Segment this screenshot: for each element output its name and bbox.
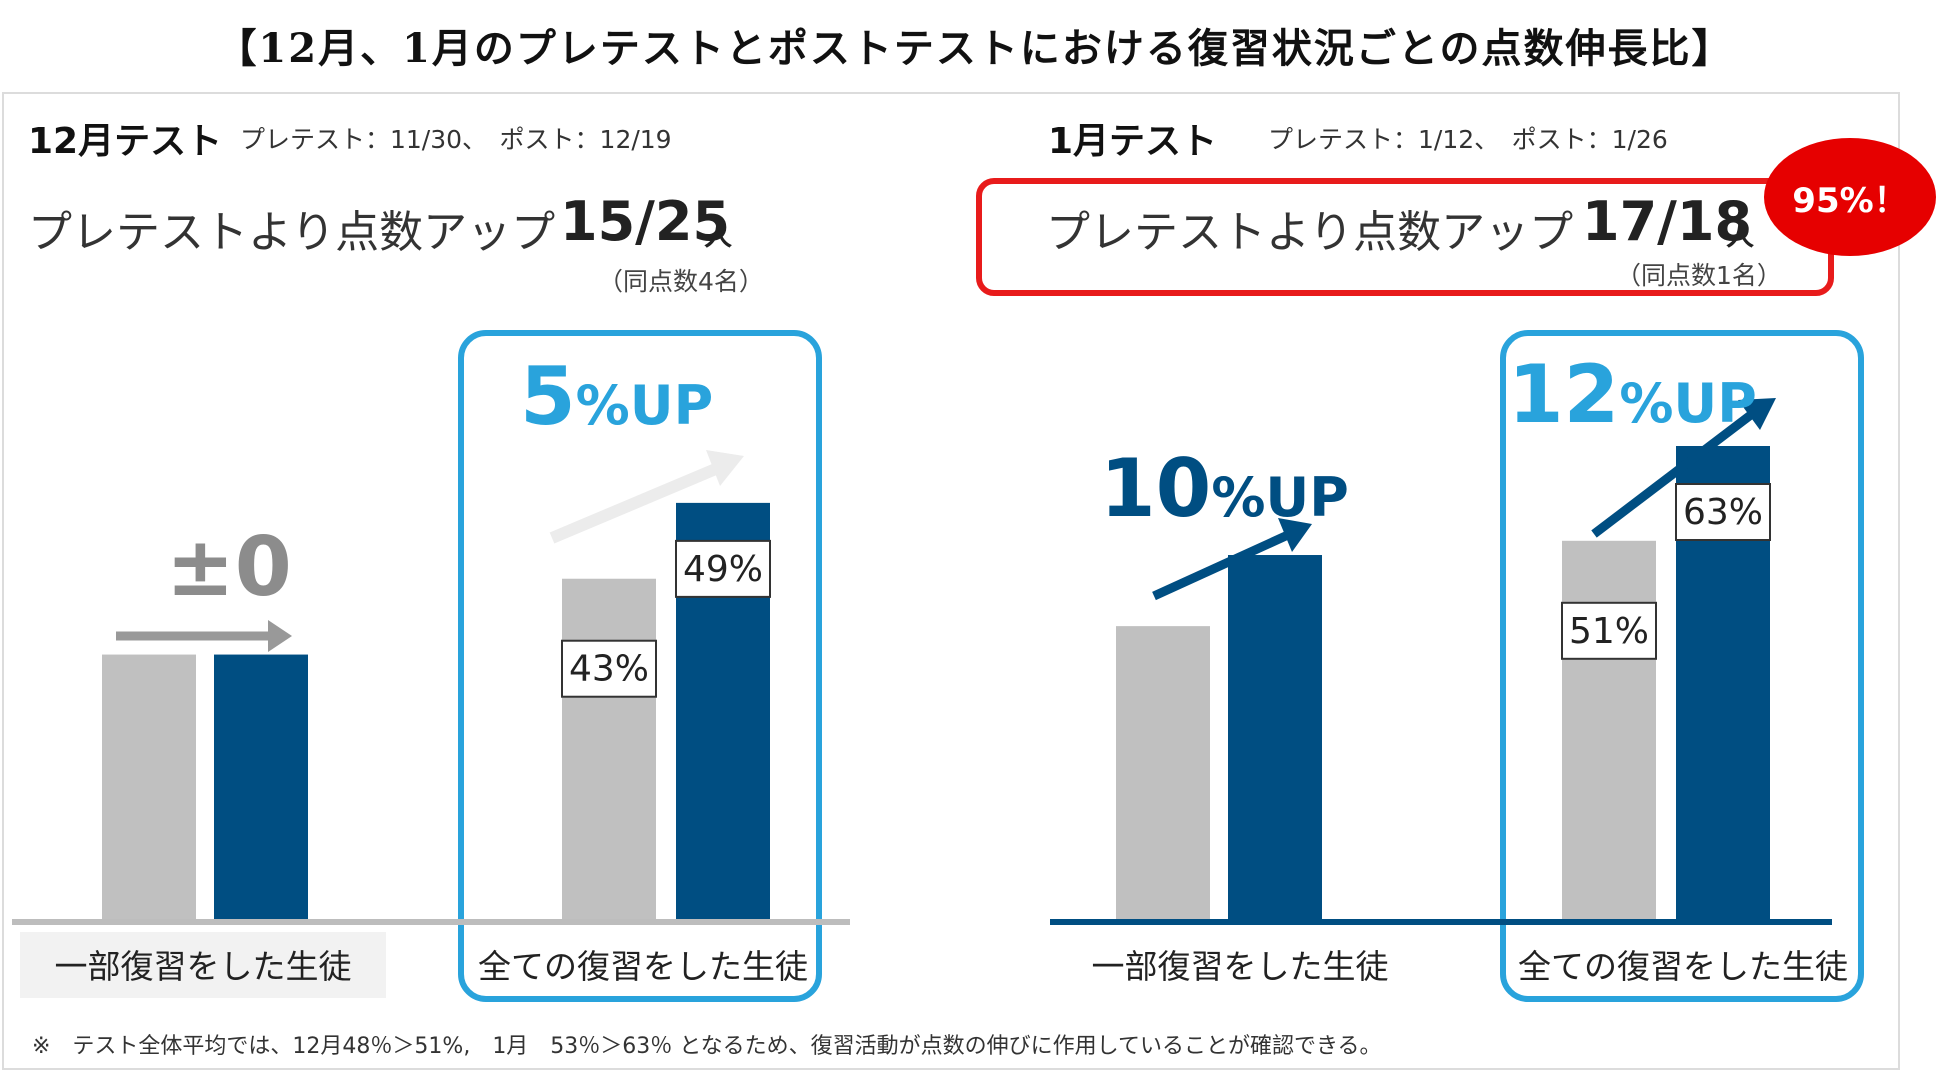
arrow-up-december-all-head (706, 450, 744, 486)
change-label-december-all: 5%UP (520, 350, 713, 443)
improved-unit-january: 人 (1726, 219, 1755, 252)
change-suffix: %UP (575, 374, 714, 437)
change-number: 10 (1100, 442, 1212, 535)
value-label: 51% (1569, 611, 1649, 652)
group-label-shade (20, 932, 386, 998)
change-label-january-all: 12%UP (1508, 348, 1757, 441)
value-label-box (1561, 601, 1657, 660)
content-frame (2, 92, 1900, 1070)
value-label-box (1675, 483, 1771, 541)
improved-label-december: プレテストより点数アップ (28, 207, 556, 258)
group-label-january-all: 全ての復習をした生徒 (1518, 947, 1848, 986)
test-dates-january: プレテスト：1/12、 ポスト：1/26 (1268, 125, 1668, 154)
value-label-box (561, 639, 657, 698)
arrow-up-january-partial-head (1278, 518, 1312, 552)
bar-pre-group1-chart2 (1116, 626, 1210, 920)
change-number: 5 (520, 350, 576, 443)
arrow-up-january-partial (1152, 529, 1292, 601)
bar-pre-group2-chart2 (1562, 540, 1656, 920)
arrow-up-january-all-head (1738, 398, 1776, 430)
bar-pre-group1-chart1 (102, 654, 196, 920)
highlight-all-review-december (458, 330, 822, 1002)
value-label: 63% (1683, 492, 1763, 533)
improved-label-january: プレテストより点数アップ (1046, 207, 1574, 258)
change-label-january-partial: 10%UP (1100, 442, 1349, 535)
group-label-december-all: 全ての復習をした生徒 (478, 947, 808, 986)
improved-ratio-december: 15/25 (560, 190, 731, 253)
change-label-december-partial: ±0 (166, 520, 292, 615)
change-suffix: %UP (1619, 372, 1757, 435)
group-label-january-partial: 一部復習をした生徒 (1091, 947, 1389, 986)
bar-pre-group2-chart1 (562, 578, 656, 920)
change-suffix: %UP (1211, 466, 1349, 529)
bar-post-group1-chart2 (1228, 555, 1322, 920)
value-label: 49% (683, 549, 763, 590)
page-title: 【12月、1月のプレテストとポストテストにおける復習状況ごとの点数伸長比】 (216, 25, 1734, 72)
footnote: ※ テスト全体平均では、12月48％＞51%, 1月 53％＞63％ となるため… (32, 1034, 1382, 1059)
arrow-up-january-all (1591, 410, 1755, 538)
test-dates-december: プレテスト：11/30、 ポスト：12/19 (240, 125, 672, 154)
change-number: 12 (1508, 348, 1620, 441)
arrow-up-december-all (549, 462, 721, 544)
tie-note-january: （同点数1名） (1616, 261, 1782, 290)
panel-heading-january: 1月テスト (1048, 121, 1218, 162)
highlight-all-review-january (1500, 330, 1864, 1002)
improved-unit-december: 人 (704, 219, 733, 252)
panel-heading-december: 12月テスト (28, 121, 223, 162)
group-label-december-partial: 一部復習をした生徒 (54, 947, 352, 986)
value-label-box (675, 539, 771, 598)
improved-ratio-january: 17/18 (1582, 190, 1753, 253)
tie-note-december: （同点数4名） (598, 267, 764, 296)
arrow-flat-head (268, 620, 292, 652)
percentage-badge: 95%！ (1764, 138, 1936, 256)
value-label: 43% (569, 649, 649, 690)
bar-post-group1-chart1 (214, 654, 308, 920)
